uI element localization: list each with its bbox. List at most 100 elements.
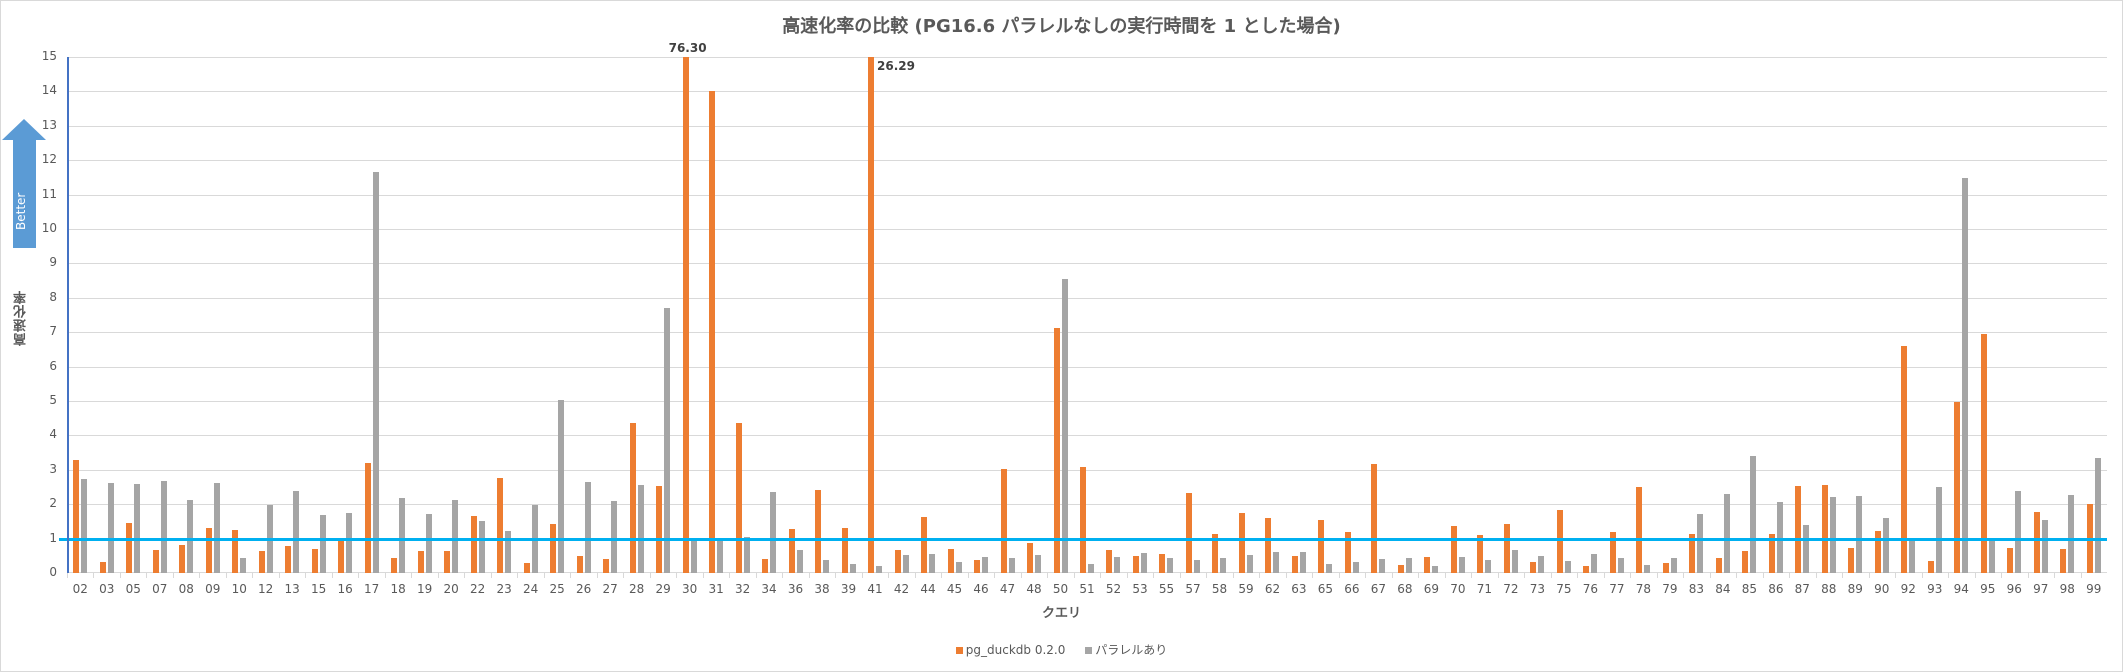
bar-pg-duckdb[interactable] <box>1477 535 1484 573</box>
bar-parallel[interactable] <box>1988 539 1995 573</box>
bar-pg-duckdb[interactable] <box>1080 466 1086 573</box>
bar-pg-duckdb[interactable] <box>1848 548 1855 573</box>
bar-parallel[interactable] <box>1167 558 1174 573</box>
bar-pg-duckdb[interactable] <box>921 516 928 573</box>
bar-pg-duckdb[interactable] <box>1318 520 1325 573</box>
bar-parallel[interactable] <box>796 550 803 573</box>
bar-pg-duckdb[interactable] <box>126 522 133 573</box>
bar-pg-duckdb[interactable] <box>311 549 318 573</box>
bar-parallel[interactable] <box>1909 539 1916 573</box>
bar-parallel[interactable] <box>1432 566 1439 573</box>
bar-pg-duckdb[interactable] <box>1662 563 1669 573</box>
bar-pg-duckdb[interactable] <box>1212 534 1219 573</box>
bar-parallel[interactable] <box>1644 565 1651 573</box>
bar-pg-duckdb[interactable] <box>1424 557 1431 573</box>
bar-pg-duckdb[interactable] <box>1715 558 1722 573</box>
legend-item-pg-duckdb[interactable]: pg_duckdb 0.2.0 <box>955 643 1065 657</box>
bar-parallel[interactable] <box>611 500 618 573</box>
bar-parallel[interactable] <box>1140 553 1147 573</box>
bar-pg-duckdb[interactable] <box>179 545 186 573</box>
bar-parallel[interactable] <box>1750 455 1757 573</box>
bar-pg-duckdb[interactable] <box>735 423 742 573</box>
bar-pg-duckdb[interactable] <box>205 527 212 573</box>
bar-pg-duckdb[interactable] <box>2007 548 2014 573</box>
bar-parallel[interactable] <box>346 513 353 573</box>
bar-pg-duckdb[interactable] <box>1636 487 1643 573</box>
bar-parallel[interactable] <box>1299 552 1306 573</box>
bar-pg-duckdb[interactable] <box>1530 562 1537 573</box>
bar-parallel[interactable] <box>1061 278 1068 573</box>
bar-parallel[interactable] <box>1114 557 1121 573</box>
bar-parallel[interactable] <box>160 480 167 573</box>
bar-pg-duckdb[interactable] <box>417 551 424 573</box>
bar-parallel[interactable] <box>1511 550 1518 573</box>
bar-pg-duckdb[interactable] <box>1291 556 1298 573</box>
bar-parallel[interactable] <box>2094 457 2101 573</box>
bar-pg-duckdb[interactable] <box>868 57 875 573</box>
bar-parallel[interactable] <box>558 400 565 573</box>
bar-parallel[interactable] <box>399 498 406 573</box>
bar-pg-duckdb[interactable] <box>1132 556 1139 573</box>
bar-parallel[interactable] <box>1591 554 1598 573</box>
bar-pg-duckdb[interactable] <box>1503 524 1510 573</box>
bar-pg-duckdb[interactable] <box>232 530 239 573</box>
bar-parallel[interactable] <box>902 555 909 573</box>
bar-parallel[interactable] <box>849 564 856 573</box>
bar-parallel[interactable] <box>1670 558 1677 573</box>
bar-parallel[interactable] <box>717 539 724 573</box>
bar-parallel[interactable] <box>743 537 750 573</box>
bar-pg-duckdb[interactable] <box>1556 510 1563 573</box>
bar-parallel[interactable] <box>187 500 194 573</box>
bar-pg-duckdb[interactable] <box>1980 333 1987 573</box>
bar-pg-duckdb[interactable] <box>1689 534 1696 573</box>
bar-parallel[interactable] <box>1962 178 1969 573</box>
bar-parallel[interactable] <box>1829 496 1836 573</box>
bar-parallel[interactable] <box>1273 552 1280 573</box>
bar-parallel[interactable] <box>955 562 962 573</box>
bar-parallel[interactable] <box>1564 561 1571 573</box>
bar-parallel[interactable] <box>1882 517 1889 573</box>
bar-parallel[interactable] <box>319 514 326 573</box>
bar-parallel[interactable] <box>1008 558 1015 573</box>
bar-pg-duckdb[interactable] <box>285 546 292 573</box>
bar-parallel[interactable] <box>1193 560 1200 573</box>
bar-pg-duckdb[interactable] <box>1397 565 1404 573</box>
bar-parallel[interactable] <box>372 172 379 573</box>
bar-parallel[interactable] <box>637 484 644 573</box>
bar-parallel[interactable] <box>584 481 591 573</box>
bar-pg-duckdb[interactable] <box>576 556 583 573</box>
bar-pg-duckdb[interactable] <box>1742 551 1749 573</box>
bar-parallel[interactable] <box>929 554 936 573</box>
bar-pg-duckdb[interactable] <box>2060 549 2067 573</box>
bar-parallel[interactable] <box>1617 558 1624 573</box>
bar-pg-duckdb[interactable] <box>709 91 716 573</box>
bar-pg-duckdb[interactable] <box>1901 345 1908 573</box>
bar-pg-duckdb[interactable] <box>73 459 80 573</box>
bar-parallel[interactable] <box>1220 558 1227 573</box>
bar-pg-duckdb[interactable] <box>1000 468 1007 573</box>
bar-pg-duckdb[interactable] <box>1609 532 1616 573</box>
bar-pg-duckdb[interactable] <box>1768 534 1775 573</box>
bar-pg-duckdb[interactable] <box>550 524 557 573</box>
bar-parallel[interactable] <box>664 308 671 573</box>
bar-parallel[interactable] <box>823 560 830 573</box>
bar-pg-duckdb[interactable] <box>1265 517 1272 573</box>
bar-parallel[interactable] <box>478 521 485 573</box>
bar-parallel[interactable] <box>81 478 88 573</box>
bar-pg-duckdb[interactable] <box>152 550 159 573</box>
bar-pg-duckdb[interactable] <box>1927 561 1934 573</box>
bar-parallel[interactable] <box>1405 558 1412 573</box>
bar-pg-duckdb[interactable] <box>629 423 636 573</box>
bar-pg-duckdb[interactable] <box>2033 512 2040 573</box>
bar-parallel[interactable] <box>1697 513 1704 573</box>
bar-pg-duckdb[interactable] <box>1821 484 1828 573</box>
bar-pg-duckdb[interactable] <box>1954 402 1961 573</box>
bar-parallel[interactable] <box>293 490 300 573</box>
bar-pg-duckdb[interactable] <box>603 559 610 573</box>
bar-parallel[interactable] <box>1246 555 1253 573</box>
legend-item-parallel[interactable]: パラレルあり <box>1085 641 1167 658</box>
bar-parallel[interactable] <box>2068 494 2075 573</box>
bar-parallel[interactable] <box>1856 495 1863 573</box>
bar-pg-duckdb[interactable] <box>364 462 371 573</box>
bar-parallel[interactable] <box>1776 501 1783 573</box>
